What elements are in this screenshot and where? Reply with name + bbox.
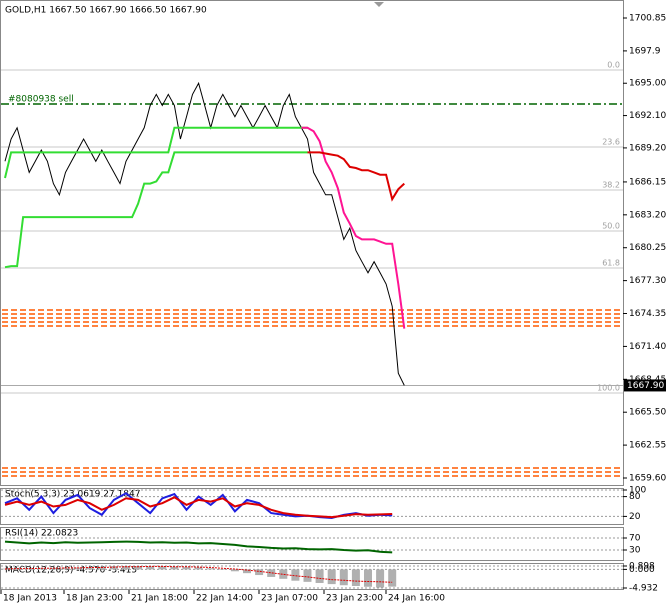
x-tick-label: 24 Jan 16:00 [388,594,445,604]
series-line [4,496,393,519]
macd-bar [1,568,9,570]
macd-bar [61,567,70,570]
y-tick-label: 0.000 [629,565,655,575]
macd-bar [303,569,312,582]
y-tick-label: 0.898 [629,562,655,572]
y-tick-label: 1697.9 [629,46,661,56]
series-line [4,540,393,554]
y-tick-label: 80 [629,492,641,502]
series-line [307,151,405,202]
panel-title: Stoch(5,3,3) 23.0619 27.1847 [5,490,140,500]
y-tick-label: 1683.20 [629,210,666,220]
macd-bar [146,566,155,570]
signal-line [4,565,393,583]
y-tick-label: 100 [629,486,646,496]
y-tick-label: 1671.40 [629,342,666,352]
macd-bar [170,566,179,570]
rsi-frame [0,527,624,561]
y-tick-label: 1677.30 [629,276,666,286]
macd-bar [291,569,300,581]
y-tick-label: 20 [629,512,641,522]
macd-bar [388,569,397,587]
y-tick-label: 70 [629,534,641,544]
fibo-label: 61.8 [602,259,620,268]
macd-bar [122,565,130,570]
x-tick-label: 21 Jan 18:00 [131,594,188,604]
macd-bar [194,567,203,570]
y-tick-label: 1695.00 [629,79,666,89]
macd-bar [206,568,215,570]
macd-bar [218,569,227,570]
macd-bar [134,565,143,570]
macd-bar [339,569,348,586]
macd-bar [73,567,82,570]
macd-bar [255,569,264,576]
x-tick-label: 18 Jan 23:00 [66,594,123,604]
macd-bar [327,569,336,585]
panel-title: RSI(14) 22.0823 [5,529,78,539]
fibo-label: 38.2 [602,180,620,189]
macd-bar [279,569,288,579]
macd-bar [351,569,360,586]
x-tick-label: 23 Jan 07:00 [261,594,318,604]
y-tick-label: 1700.85 [629,14,666,24]
y-tick-label: -4.932 [629,584,658,594]
order-label: #8080938 sell [8,94,74,104]
price-label: 1667.90 [627,381,664,391]
main-frame [0,0,624,486]
macd-bar [243,569,251,574]
series-line [301,126,406,329]
x-tick-label: 18 Jan 2013 [3,594,57,604]
y-tick-label: 1686.15 [629,177,666,187]
panel-title: MACD(12,26,9) -4.576 -3.415 [5,566,137,576]
macd-bar [97,566,106,570]
macd-bar [315,569,324,583]
series-line [4,81,405,386]
series-line [4,126,308,179]
macd-bar [158,566,167,570]
fibo-label: 100.0 [597,384,620,393]
series-line [4,151,308,269]
macd-bar [182,567,191,570]
y-tick-label: 1665.50 [629,408,666,418]
fibo-label: 50.0 [602,221,620,230]
macd-bar [85,567,94,570]
y-tick-label: 1689.20 [629,143,666,153]
fibo-label: 23.6 [602,138,620,147]
y-tick-label: 1674.35 [629,309,666,319]
stoch-frame [0,488,624,525]
y-tick-label: 1659.60 [629,474,666,484]
order-lines [2,309,622,477]
shift-marker [374,2,384,7]
macd-bar [230,569,239,572]
y-tick-label: 1662.55 [629,441,666,451]
macd-frame [0,563,624,590]
y-tick-label: 30 [629,546,641,556]
price-box [624,379,666,392]
x-tick-label: 22 Jan 14:00 [196,594,253,604]
chart-title: GOLD,H1 1667.50 1667.90 1666.50 1667.90 [5,6,207,16]
fibo-label: 0.0 [607,60,620,69]
macd-bar [376,569,385,588]
x-tick-label: 23 Jan 23:00 [326,594,383,604]
macd-bar [364,569,372,587]
macd-bar [267,569,276,577]
macd-bar [109,566,118,570]
y-tick-label: 1692.10 [629,111,666,121]
y-tick-label: 1680.25 [629,243,666,253]
